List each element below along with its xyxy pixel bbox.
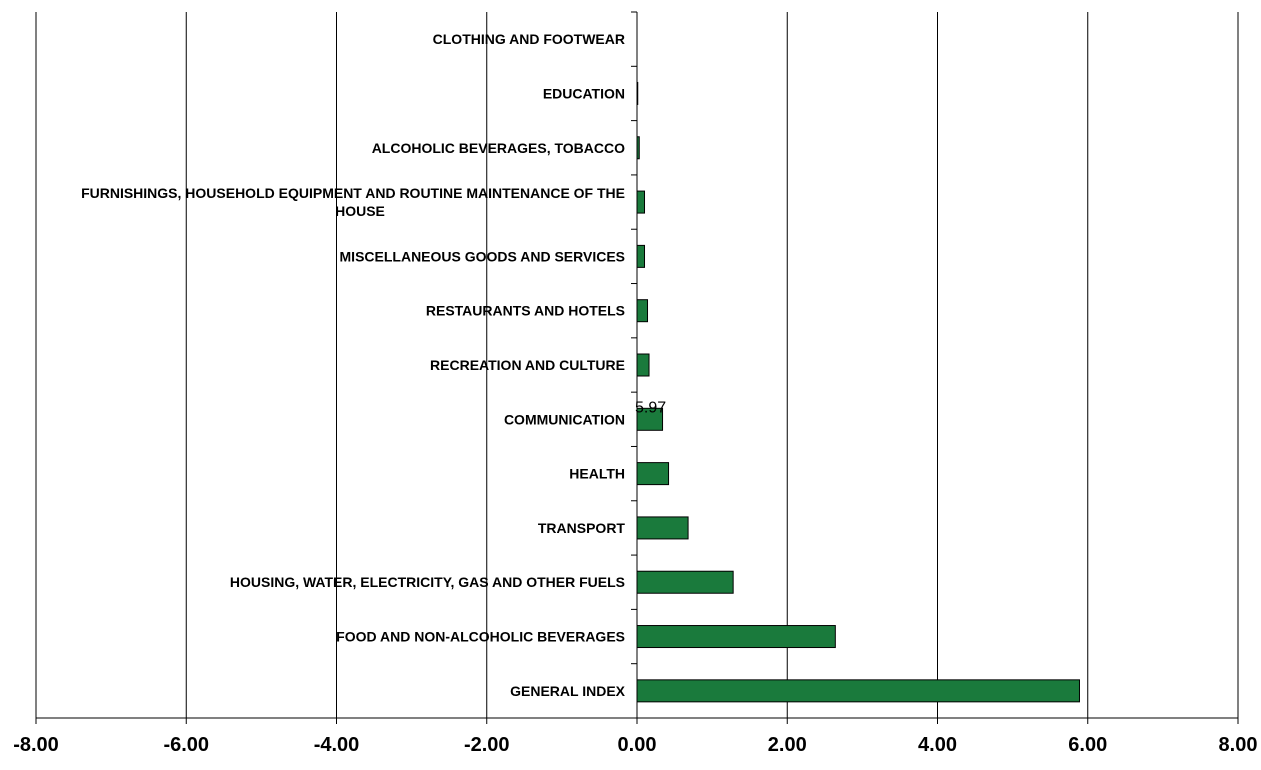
category-label-6: RECREATION AND CULTURE — [430, 357, 625, 373]
x-tick-label-2: -4.00 — [314, 734, 360, 756]
x-tick-label-7: 6.00 — [1068, 734, 1107, 756]
category-label-4: HEALTH — [569, 466, 625, 482]
x-tick-label-0: -8.00 — [13, 734, 59, 756]
x-tick-label-4: 0.00 — [618, 734, 657, 756]
bar-1 — [636, 625, 836, 649]
bar-3 — [636, 516, 689, 540]
bar-4 — [636, 462, 670, 486]
bar-8 — [636, 244, 646, 268]
category-label-7: RESTAURANTS AND HOTELS — [426, 303, 625, 319]
category-label-2: HOUSING, WATER, ELECTRICITY, GAS AND OTH… — [230, 574, 625, 590]
x-tick-label-6: 4.00 — [918, 734, 957, 756]
category-label-5: COMMUNICATION — [504, 411, 625, 427]
x-tick-label-1: -6.00 — [163, 734, 209, 756]
bar-2 — [636, 570, 734, 594]
bar-7 — [636, 299, 649, 323]
category-label-3: TRANSPORT — [538, 520, 626, 536]
bars-layer — [636, 81, 1080, 703]
grid-layer — [35, 12, 1239, 718]
bar-0 — [636, 679, 1080, 703]
data-label-0: 5.97 — [635, 399, 666, 416]
category-label-9: FURNISHINGS, HOUSEHOLD EQUIPMENT AND ROU… — [81, 185, 625, 219]
category-label-8: MISCELLANEOUS GOODS AND SERVICES — [340, 248, 625, 264]
x-tick-label-8: 8.00 — [1219, 734, 1258, 756]
category-label-12: CLOTHING AND FOOTWEAR — [433, 31, 625, 47]
category-label-0: GENERAL INDEX — [510, 683, 626, 699]
bar-6 — [636, 353, 650, 377]
labels-layer: -8.00 -6.00 -4.00 -2.00 0.00 2.00 4.00 6.00 8.00… — [13, 31, 1257, 756]
x-tick-label-3: -2.00 — [464, 734, 510, 756]
bar-9 — [636, 190, 646, 214]
x-tick-label-5: 2.00 — [768, 734, 807, 756]
axis-layer — [35, 11, 1239, 724]
category-label-11: EDUCATION — [543, 85, 625, 101]
category-label-1: FOOD AND NON-ALCOHOLIC BEVERAGES — [336, 629, 625, 645]
category-label-10: ALCOHOLIC BEVERAGES, TOBACCO — [372, 140, 625, 156]
